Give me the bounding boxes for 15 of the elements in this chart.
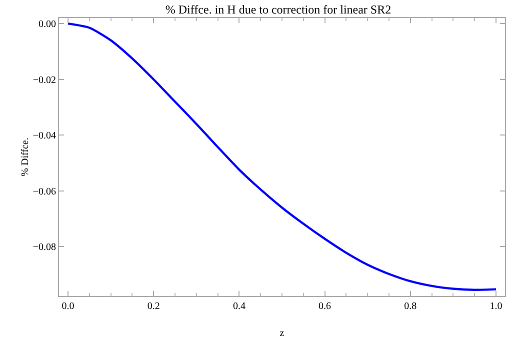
y-tick-label: −0.04 [32, 130, 56, 142]
y-tick-label: −0.02 [32, 74, 56, 86]
y-tick-label: −0.08 [32, 242, 56, 254]
x-tick-label: 0.6 [318, 301, 332, 312]
x-tick-label: 0.4 [232, 301, 246, 312]
x-tick-label: 1.0 [490, 301, 502, 312]
chart-title: % Diffce. in H due to correction for linear SR2 [165, 2, 392, 16]
y-axis-title: % Diffce. [20, 138, 31, 176]
y-tick-label: −0.06 [32, 186, 56, 198]
line-series [66, 22, 498, 291]
x-tick-label: 0.0 [62, 301, 74, 312]
x-tick-label: 0.2 [147, 301, 160, 312]
x-tick-label: 0.8 [404, 301, 417, 312]
x-axis-title: z [280, 328, 285, 339]
y-tick-label: 0.00 [38, 19, 56, 30]
